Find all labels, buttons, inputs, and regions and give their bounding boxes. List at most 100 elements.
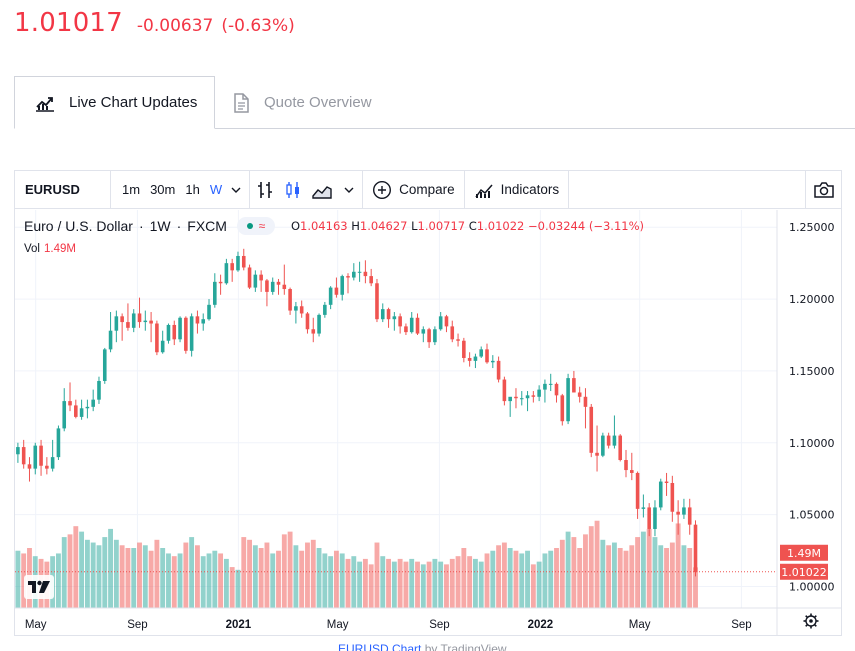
volume-bar [61, 537, 67, 608]
candle-body [409, 317, 414, 333]
candle-body [259, 274, 263, 281]
candle-body [566, 378, 570, 422]
volume-bar [571, 537, 577, 608]
legend-dot: · [176, 218, 182, 234]
volume-legend: Vol 1.49M [24, 243, 76, 255]
candle-body [438, 316, 443, 330]
interval-30m[interactable]: 30m [150, 182, 176, 197]
symbol-search-button[interactable]: EURUSD [15, 171, 111, 208]
attribution-symbol-link[interactable]: EURUSD Chart [338, 642, 422, 651]
price-change: -0.00637 [136, 16, 214, 36]
candle-body [50, 457, 55, 469]
volume-bar [565, 531, 571, 608]
volume-bar [530, 564, 536, 608]
volume-bar [270, 553, 276, 608]
volume-bar [490, 550, 496, 608]
volume-bar [183, 542, 189, 608]
candle-body [288, 289, 292, 311]
change-percent-value: (−3.11%) [588, 219, 645, 233]
candle-body [658, 481, 663, 508]
area-chart-type-icon[interactable] [312, 180, 332, 200]
candle-body [184, 317, 188, 351]
screenshot-button[interactable] [805, 171, 841, 209]
volume-bar [195, 545, 200, 608]
interval-1m[interactable]: 1m [122, 182, 141, 197]
interval-1h[interactable]: 1h [185, 182, 200, 197]
price-change-percent: (-0.63%) [221, 16, 295, 36]
y-tick-label: 1.05000 [789, 509, 835, 522]
candle-body [380, 309, 385, 320]
candle-body [68, 401, 72, 406]
volume-bar [21, 553, 27, 608]
candle-body [612, 435, 617, 446]
candle-body [519, 398, 524, 400]
candle-body [676, 511, 680, 515]
x-tick-label: May [25, 619, 47, 631]
tab-quote-overview[interactable]: Quote Overview [232, 76, 372, 129]
volume-bar [449, 558, 455, 608]
candle-body [155, 323, 159, 353]
compare-button[interactable]: Compare [363, 171, 464, 208]
indicators-label: Indicators [500, 182, 560, 197]
volume-bar [675, 523, 681, 608]
candle-body [589, 406, 594, 453]
chevron-down-icon[interactable] [342, 183, 356, 197]
high-label: H [351, 219, 360, 233]
candle-body [91, 399, 95, 407]
x-tick-label: Sep [127, 619, 147, 631]
volume-bar [507, 548, 513, 608]
candle-body [102, 349, 107, 381]
volume-bar [623, 550, 629, 608]
volume-bar [339, 553, 345, 608]
volume-bar [391, 561, 397, 608]
candle-body [369, 276, 373, 284]
candle-body [294, 306, 298, 311]
candle-body [543, 383, 547, 390]
legend-dot: · [138, 218, 144, 234]
candle-body [241, 255, 246, 268]
gear-tooth [805, 623, 809, 627]
interval-w[interactable]: W [209, 182, 223, 197]
volume-bar [368, 564, 374, 608]
toolbar-divider [249, 171, 251, 208]
candle-body [299, 306, 304, 314]
market-status-badge[interactable]: ≈ [236, 217, 275, 235]
market-open-dot-icon [246, 223, 253, 229]
tab-live-chart-updates[interactable]: Live Chart Updates [14, 76, 215, 129]
volume-bar [200, 556, 206, 608]
volume-bar [247, 539, 252, 608]
candle-body [635, 472, 640, 509]
volume-bar [374, 542, 380, 608]
volume-bar [472, 558, 478, 608]
volume-bar [513, 550, 519, 608]
bar-chart-type-icon[interactable] [256, 180, 274, 200]
volume-bar [577, 548, 583, 608]
candle-body [282, 284, 287, 290]
volume-bar [102, 537, 108, 608]
indicators-button[interactable]: Indicators [465, 171, 569, 208]
candle-body [97, 380, 101, 400]
volume-bar [681, 545, 687, 608]
volume-bar [206, 553, 212, 608]
candle-body [687, 507, 692, 525]
candle-body [693, 524, 698, 573]
candle-body [595, 452, 599, 456]
volume-bar [496, 545, 502, 608]
candles-chart-type-icon[interactable] [284, 180, 302, 200]
logo-mark-t [28, 581, 36, 593]
volume-bar [652, 537, 658, 608]
compare-label: Compare [399, 182, 455, 197]
legend-symbol-name: Euro / U.S. Dollar [24, 218, 133, 234]
candle-body [317, 314, 321, 334]
toolbar-divider [362, 171, 364, 208]
chart-area[interactable]: 1.25000 1.20000 1.15000 1.10000 1.05000 1.000… [15, 210, 841, 635]
chevron-down-icon[interactable] [229, 183, 243, 197]
candle-body [624, 460, 628, 471]
attribution[interactable]: EURUSD Chart by TradingView [338, 642, 507, 651]
chart-type-group [250, 171, 362, 208]
candle-body [45, 465, 49, 469]
approx-icon: ≈ [258, 219, 266, 233]
volume-bar [73, 526, 79, 608]
volume-bar [79, 531, 85, 608]
candle-body [664, 481, 669, 483]
